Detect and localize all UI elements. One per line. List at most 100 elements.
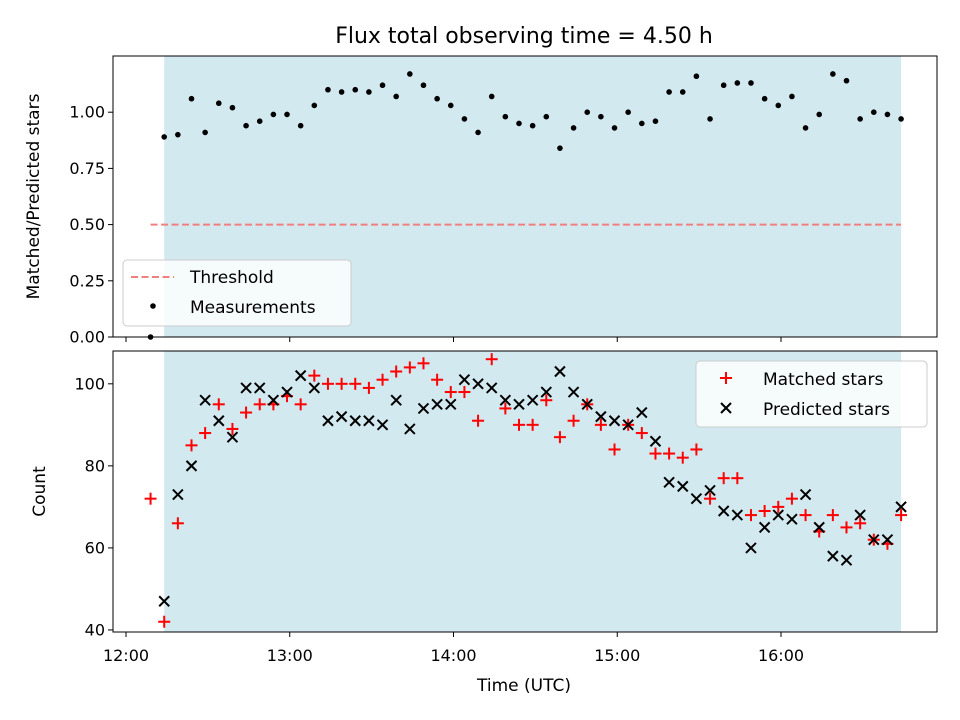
measurement-point [202, 129, 208, 136]
matched-star-point [403, 361, 416, 374]
predicted-star-point [690, 492, 703, 505]
matched-star-point [826, 509, 839, 522]
measurement-point [434, 95, 440, 102]
measurement-point [529, 122, 536, 129]
measurement-point [447, 102, 454, 109]
matched-star-point [431, 373, 444, 386]
predicted-star-point [472, 378, 484, 390]
predicted-star-point [663, 476, 675, 488]
measurement-point [420, 82, 427, 89]
matched-star-point [704, 492, 717, 505]
measurement-point [707, 116, 713, 122]
matched-star-point [199, 427, 212, 440]
measurement-point [461, 116, 468, 122]
legend-predicted-swatch [720, 402, 732, 414]
measurement-point [488, 93, 495, 100]
predicted-star-point [540, 386, 552, 398]
count-y-tick-label: 40 [85, 620, 105, 639]
measurement-point [311, 102, 318, 109]
measurement-point [475, 129, 481, 136]
predicted-star-point [254, 382, 266, 394]
predicted-star-point [608, 415, 621, 427]
measurement-point [598, 113, 604, 120]
matched-star-point [349, 377, 362, 390]
count-y-tick-label: 100 [74, 374, 105, 393]
predicted-star-point [813, 521, 825, 534]
measurement-point [570, 125, 577, 131]
matched-star-point [526, 418, 539, 431]
count-x-tick-label: 15:00 [594, 646, 640, 665]
predicted-star-point [758, 521, 771, 534]
matched-star-point [444, 386, 457, 399]
measurement-point [802, 125, 809, 131]
predicted-star-point [390, 394, 402, 406]
predicted-star-point [745, 542, 757, 554]
measurement-point [557, 145, 563, 151]
matched-star-point [717, 472, 730, 485]
matched-star-point [567, 414, 580, 427]
measurement-point [175, 131, 181, 138]
count-x-tick-label: 16:00 [758, 646, 804, 665]
matched-star-point [321, 377, 334, 390]
predicted-star-point [376, 419, 389, 431]
matched-star-point [458, 386, 471, 399]
matched-star-point [676, 451, 689, 464]
matched-star-point [690, 443, 703, 456]
legend-measurements-swatch [150, 303, 156, 309]
matched-star-point [553, 431, 566, 444]
count-legend: Matched stars Predicted stars [695, 360, 928, 428]
predicted-star-point [717, 505, 730, 517]
predicted-star-point [799, 488, 812, 501]
matched-star-point [253, 398, 266, 411]
matched-star-point [854, 517, 867, 530]
ratio-y-tick-label: 1.00 [69, 103, 105, 122]
measurement-point [284, 111, 290, 118]
matched-star-point [785, 492, 798, 505]
ratio-y-tick-label: 0.00 [69, 328, 105, 347]
measurement-point [543, 113, 550, 120]
legend-measurements-label: Measurements [190, 298, 316, 318]
predicted-star-point [895, 501, 907, 513]
predicted-star-point [417, 402, 430, 415]
matched-star-point [335, 377, 348, 390]
ratio-y-tick-label: 0.50 [69, 215, 105, 234]
matched-star-point [472, 414, 485, 427]
measurement-point [816, 111, 823, 118]
predicted-star-point [677, 480, 689, 493]
measurement-point [625, 109, 631, 115]
matched-star-point [158, 615, 171, 628]
ratio-y-axis-label: Matched/Predicted stars [24, 93, 44, 299]
ratio-legend: Threshold Measurements [122, 259, 352, 327]
measurement-point [270, 111, 277, 118]
matched-star-point [744, 509, 757, 522]
predicted-star-point [185, 460, 198, 472]
matched-star-point [376, 373, 389, 386]
predicted-star-point [349, 415, 361, 427]
count-y-tick-label: 80 [85, 456, 105, 475]
matched-star-point [294, 398, 307, 411]
matched-star-point [772, 500, 785, 513]
predicted-star-point [513, 398, 525, 411]
measurement-point [338, 89, 345, 95]
measurement-point [243, 122, 249, 129]
measurement-point [639, 120, 645, 127]
count-x-tick-label: 14:00 [430, 646, 476, 665]
measurement-point [775, 102, 782, 109]
matched-star-point [731, 472, 744, 485]
predicted-star-point [281, 386, 293, 398]
predicted-star-point [294, 369, 307, 382]
predicted-star-point [840, 554, 853, 566]
predicted-star-point [458, 374, 471, 386]
count-y-tick-label: 60 [85, 538, 105, 557]
predicted-star-point [158, 595, 170, 607]
ratio-legend-box [122, 259, 352, 327]
matched-star-point [594, 418, 607, 431]
matched-star-point [663, 447, 676, 460]
measurement-point [870, 109, 877, 115]
ratio-plot-frame [112, 55, 938, 338]
measurement-point [229, 104, 236, 111]
matched-star-point [649, 447, 662, 460]
count-x-tick-label: 13:00 [267, 646, 313, 665]
measurement-point [652, 118, 659, 124]
matched-star-point [895, 509, 908, 522]
